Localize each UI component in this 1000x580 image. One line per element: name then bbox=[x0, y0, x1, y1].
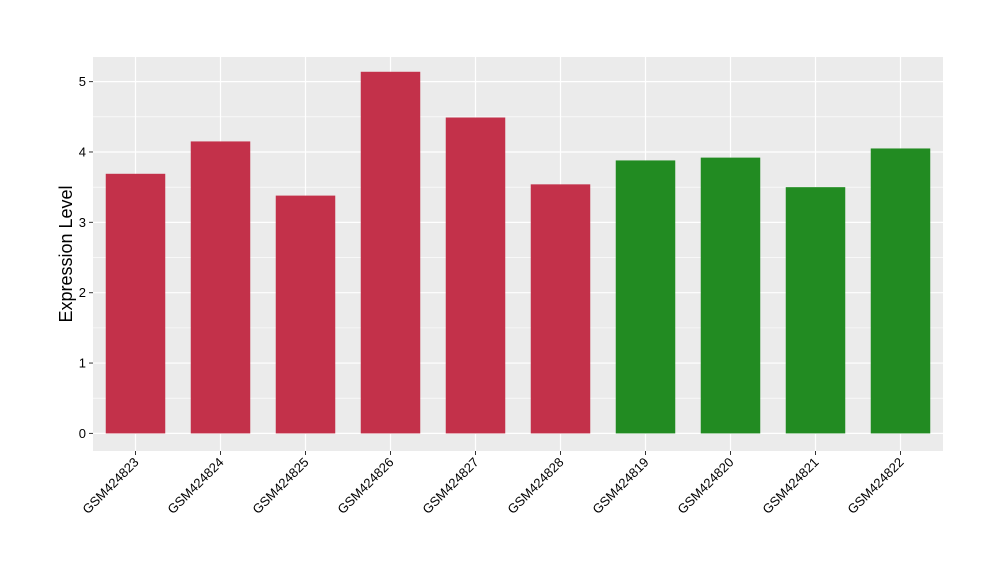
x-tick-label: GSM424823 bbox=[79, 455, 141, 517]
x-tick-label: GSM424825 bbox=[249, 455, 311, 517]
bar-GSM424821 bbox=[785, 187, 846, 434]
x-tick-label: GSM424819 bbox=[589, 455, 651, 517]
y-tick-label: 3 bbox=[79, 215, 86, 230]
y-tick-label: 4 bbox=[79, 144, 86, 159]
x-tick-label: GSM424824 bbox=[164, 455, 226, 517]
bars bbox=[105, 71, 931, 434]
x-tick-label: GSM424820 bbox=[674, 455, 736, 517]
x-axis: GSM424823 GSM424824 GSM424825 GSM424826 GSM4… bbox=[79, 451, 907, 517]
y-axis-title: Expression Level bbox=[56, 185, 76, 322]
bar-GSM424820 bbox=[700, 157, 761, 434]
x-tick-label: GSM424828 bbox=[504, 455, 566, 517]
bar-GSM424827 bbox=[445, 117, 506, 434]
bar-GSM424828 bbox=[530, 184, 591, 434]
y-tick-label: 2 bbox=[79, 285, 86, 300]
x-tick-label: GSM424821 bbox=[759, 455, 821, 517]
bar-GSM424825 bbox=[275, 195, 336, 434]
y-axis: 0 1 2 3 4 5 bbox=[79, 74, 93, 441]
y-tick-label: 5 bbox=[79, 74, 86, 89]
x-tick-label: GSM424827 bbox=[419, 455, 481, 517]
y-tick-label: 0 bbox=[79, 426, 86, 441]
bar-GSM424822 bbox=[870, 148, 931, 434]
x-tick-label: GSM424822 bbox=[844, 455, 906, 517]
bar-GSM424819 bbox=[615, 160, 676, 434]
x-tick-label: GSM424826 bbox=[334, 455, 396, 517]
y-tick-label: 1 bbox=[79, 356, 86, 371]
bar-GSM424826 bbox=[360, 71, 421, 434]
bar-GSM424824 bbox=[190, 141, 251, 434]
bar-GSM424823 bbox=[105, 173, 166, 434]
